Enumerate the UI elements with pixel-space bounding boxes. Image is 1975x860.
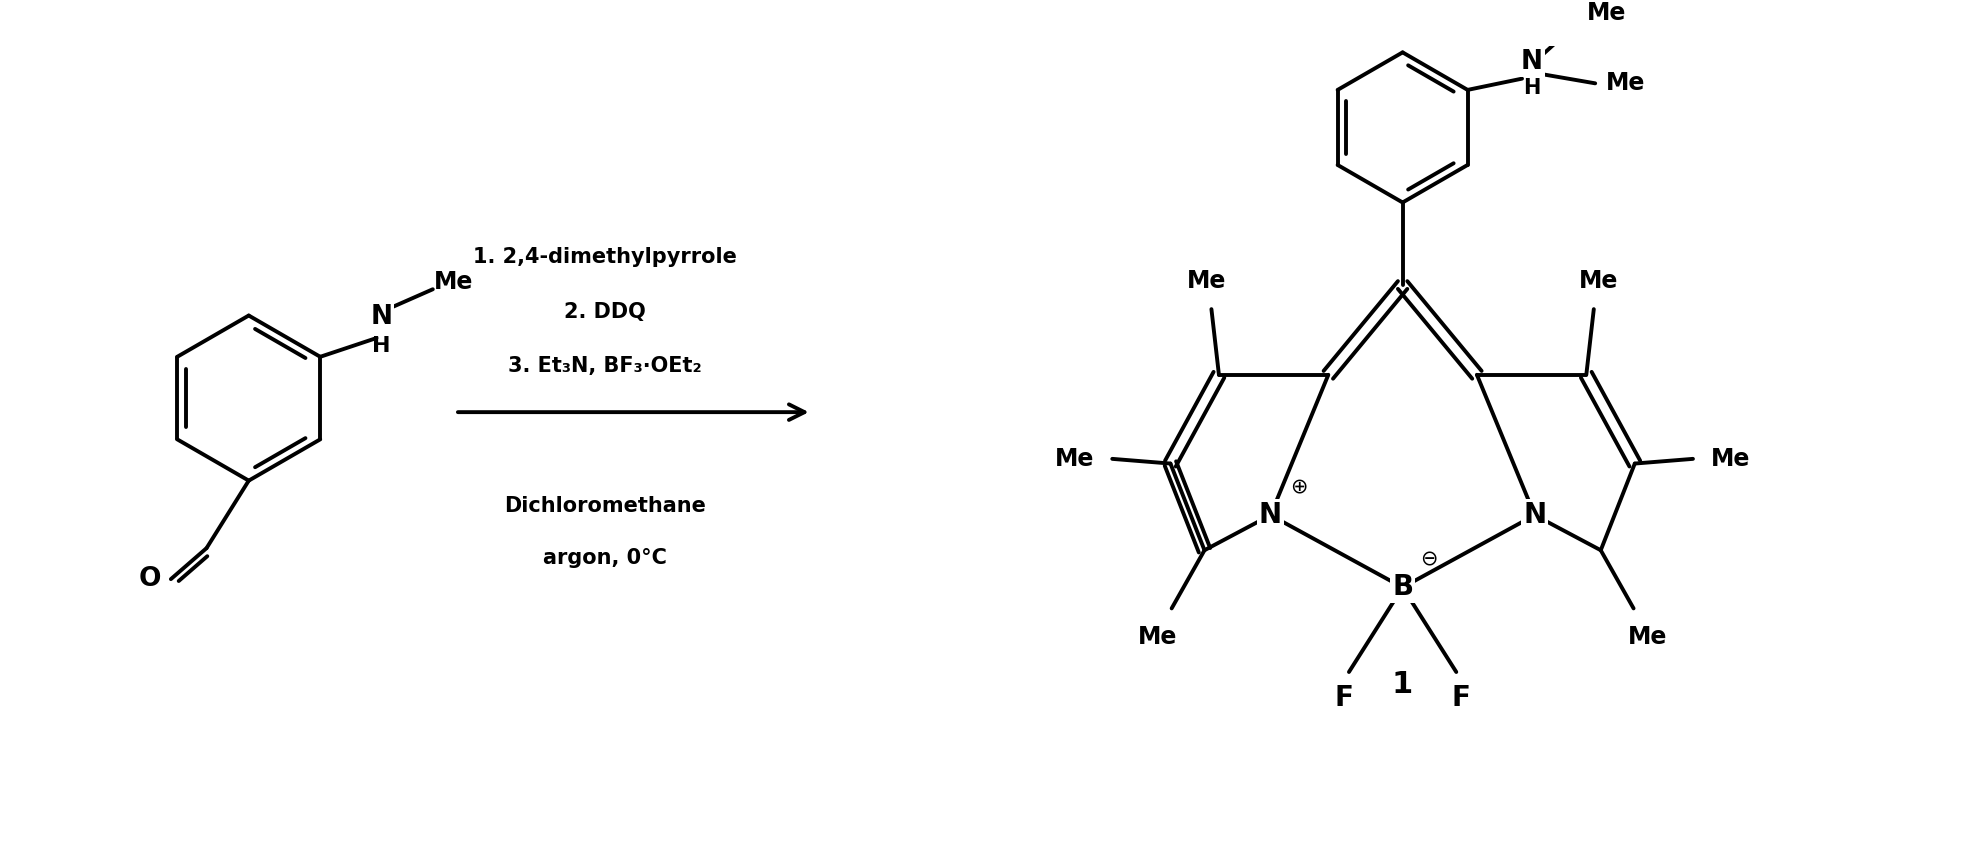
- Text: Me: Me: [1055, 447, 1094, 471]
- Text: N: N: [1523, 501, 1546, 529]
- Text: H: H: [371, 335, 391, 355]
- Text: Me: Me: [1586, 1, 1625, 25]
- Text: 2. DDQ: 2. DDQ: [565, 302, 646, 322]
- Text: N: N: [369, 304, 393, 330]
- Text: B: B: [1392, 574, 1414, 601]
- Text: N: N: [1258, 501, 1282, 529]
- Text: Me: Me: [1138, 624, 1177, 648]
- Text: Me: Me: [434, 270, 474, 294]
- Text: 1: 1: [1392, 670, 1414, 698]
- Text: Me: Me: [1578, 269, 1618, 293]
- Text: O: O: [138, 566, 162, 593]
- Text: argon, 0°C: argon, 0°C: [543, 548, 668, 568]
- Text: N: N: [1521, 49, 1542, 75]
- Text: H: H: [1523, 78, 1541, 98]
- Text: $\oplus$: $\oplus$: [1290, 477, 1307, 497]
- Text: Me: Me: [1187, 269, 1226, 293]
- Text: Me: Me: [1606, 71, 1645, 95]
- Text: F: F: [1335, 685, 1353, 712]
- Text: 3. Et₃N, BF₃·OEt₂: 3. Et₃N, BF₃·OEt₂: [508, 356, 701, 376]
- Text: 1. 2,4-dimethylpyrrole: 1. 2,4-dimethylpyrrole: [474, 248, 737, 267]
- Text: F: F: [1452, 685, 1471, 712]
- Text: Dichloromethane: Dichloromethane: [504, 496, 707, 516]
- Text: $\ominus$: $\ominus$: [1420, 550, 1438, 569]
- Text: Me: Me: [1627, 624, 1667, 648]
- Text: Me: Me: [1710, 447, 1750, 471]
